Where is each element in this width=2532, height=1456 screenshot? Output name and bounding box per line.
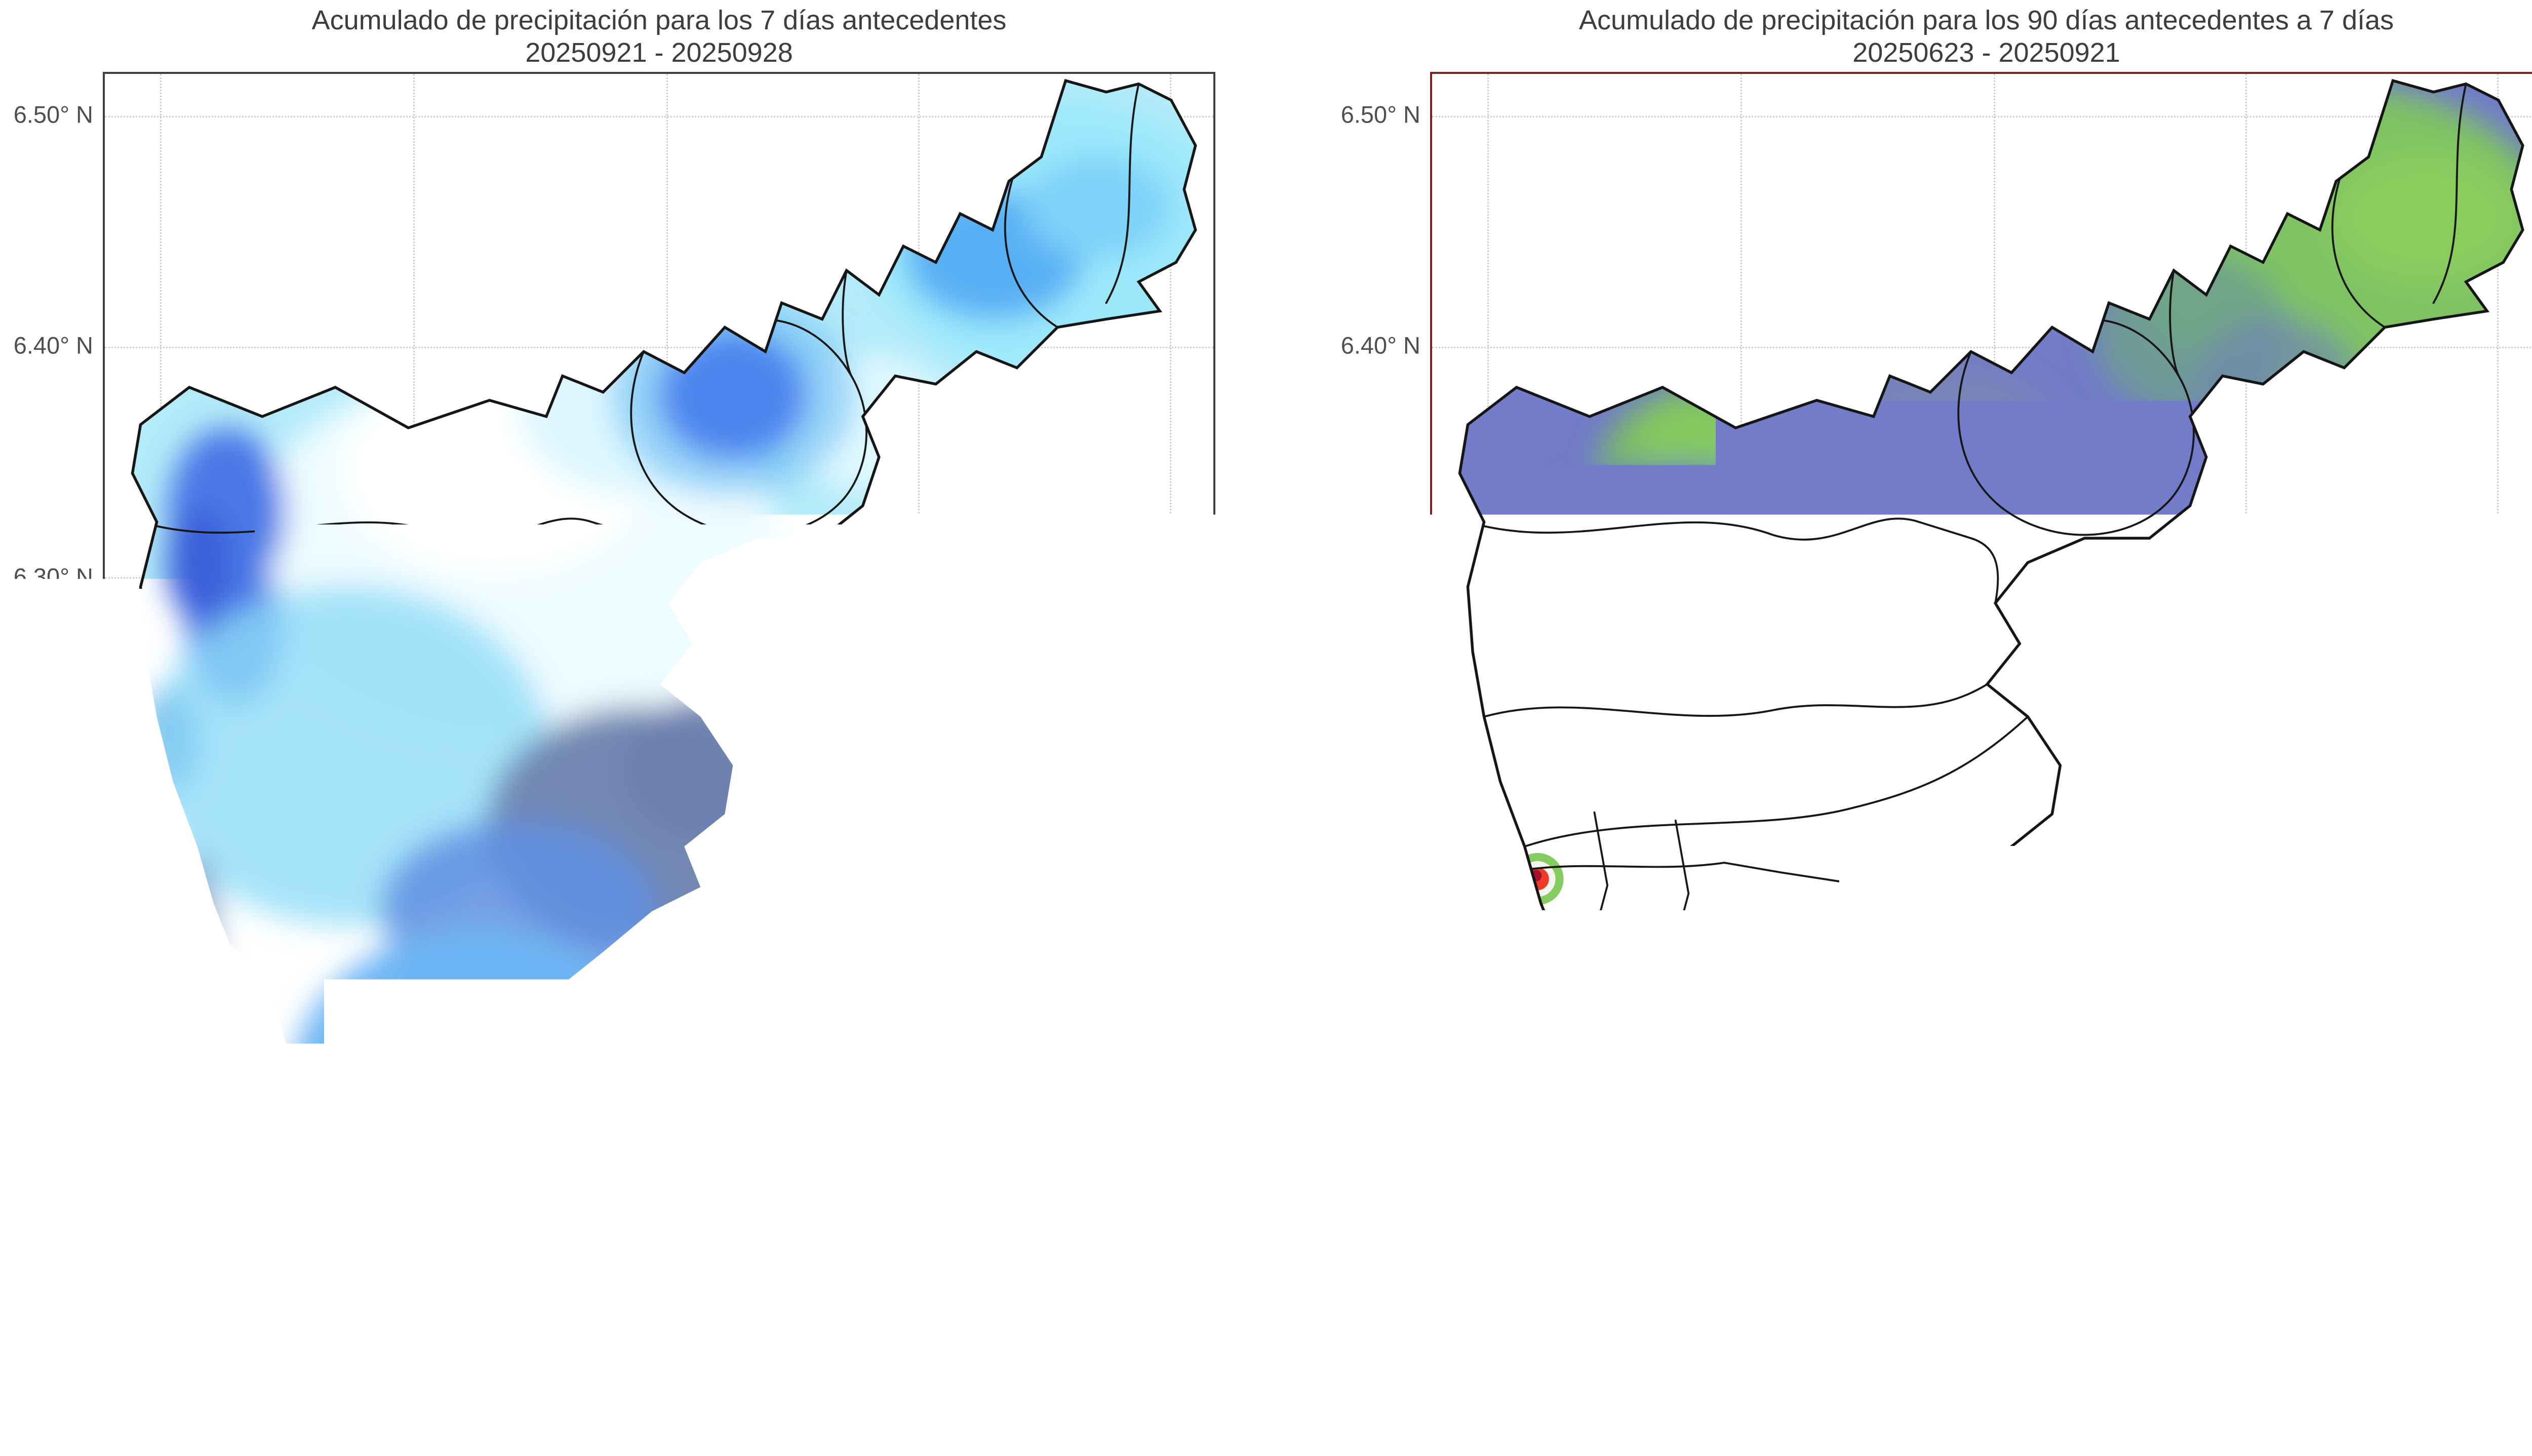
colorbar-label-right: Acumulado Precipitación [mm] (1430, 1408, 2532, 1444)
y-tick-label: 6.00° N (1327, 1253, 1420, 1281)
y-axis-right: 6.50° N 6.40° N 6.30° N 6.20° N 6.10° N … (1327, 72, 1420, 1272)
colorbar-arrow-left (1435, 1328, 1469, 1366)
colorbar-tick-label: 1000 (2475, 1374, 2528, 1402)
panel-90-days: Acumulado de precipitación para los 90 d… (1327, 0, 2532, 1456)
colorbar-tick-label: 80 (423, 1374, 450, 1402)
x-tick-label: 75.30° W (2449, 1281, 2532, 1309)
colorbar-label-left: Acumulado Precipitación [mm] (103, 1408, 1215, 1444)
title-line2: 20250921 - 20250928 (103, 36, 1215, 69)
colorbar-tick-label: 200 (1655, 1374, 1695, 1402)
x-tick-label: 75.70° W (109, 1281, 207, 1309)
plot-area-90-days (1430, 72, 2532, 1272)
title-line1: Acumulado de precipitación para los 7 dí… (103, 4, 1215, 36)
colorbar-tick-label: 400 (1862, 1374, 1902, 1402)
x-tick-label: 75.30° W (1122, 1281, 1220, 1309)
colorbar-tick-label: 200 (859, 1374, 899, 1402)
y-tick-label: 6.00° N (0, 1253, 93, 1281)
colorbar-tick-label: 10 (166, 1374, 192, 1402)
x-tick-label: 75.50° W (1945, 1281, 2043, 1309)
colorbar-tick-label: 800 (2275, 1374, 2314, 1402)
y-tick-label: 6.50° N (0, 100, 93, 128)
colorbar-tick-label: 100 (491, 1374, 530, 1402)
colorbar-tick-label: 300 (1759, 1374, 1798, 1402)
colorbar-7-days (107, 1328, 1210, 1366)
x-tick-label: 75.70° W (1436, 1281, 1534, 1309)
colorbar-gradient (142, 1328, 1176, 1366)
colorbar-ticks-left: 0 10 20 40 60 80 100 120 140 160 180 200… (142, 1374, 1174, 1400)
title-line2: 20250623 - 20250921 (1430, 36, 2532, 69)
y-tick-label: 6.40° N (0, 332, 93, 359)
y-tick-label: 6.50° N (1327, 100, 1420, 128)
colorbar-90-days (1435, 1328, 2532, 1366)
colorbar-tick-label: 280 (1154, 1374, 1194, 1402)
plot-area-7-days (103, 72, 1215, 1272)
panel-7-days: Acumulado de precipitación para los 7 dí… (0, 0, 1227, 1456)
colorbar-tick-label: 160 (711, 1374, 751, 1402)
x-axis-right: 75.70° W 75.60° W 75.50° W 75.40° W 75.3… (1430, 1281, 2532, 1310)
y-tick-label: 6.30° N (1327, 563, 1420, 591)
colorbar-tick-label: 60 (350, 1374, 376, 1402)
x-tick-label: 75.50° W (617, 1281, 716, 1309)
colorbar-arrow-right (1176, 1328, 1210, 1366)
y-tick-label: 6.10° N (0, 1024, 93, 1052)
x-tick-label: 75.40° W (2197, 1281, 2296, 1309)
precipitation-hotspot (1512, 853, 1564, 905)
precipitation-field (1448, 86, 2532, 1261)
title-line1: Acumulado de precipitación para los 90 d… (1430, 4, 2532, 36)
colorbar-tick-label: 900 (2378, 1374, 2418, 1402)
colorbar-tick-label: 0 (135, 1374, 148, 1402)
colorbar-arrow-left (107, 1328, 142, 1366)
y-axis-left: 6.50° N 6.40° N 6.30° N 6.20° N 6.10° N … (0, 72, 93, 1272)
y-tick-label: 6.20° N (0, 793, 93, 821)
panel-title-left: Acumulado de precipitación para los 7 dí… (103, 4, 1215, 69)
colorbar-tick-label: 100 (1553, 1374, 1592, 1402)
colorbar-tick-label: 40 (276, 1374, 302, 1402)
precipitation-map-7-days (105, 74, 1213, 1270)
colorbar-tick-label: 240 (1007, 1374, 1046, 1402)
colorbar-tick-label: 20 (202, 1374, 228, 1402)
colorbar-tick-label: 700 (2171, 1374, 2211, 1402)
y-tick-label: 6.10° N (1327, 1024, 1420, 1052)
y-tick-label: 6.40° N (1327, 332, 1420, 359)
precipitation-map-90-days (1432, 74, 2532, 1270)
colorbar-ticks-right: 0 100 200 300 400 500 600 700 800 900 10… (1469, 1374, 2501, 1400)
colorbar-tick-label: 600 (2069, 1374, 2108, 1402)
colorbar-tick-label: 120 (564, 1374, 604, 1402)
y-tick-label: 6.30° N (0, 563, 93, 591)
x-axis-left: 75.70° W 75.60° W 75.50° W 75.40° W 75.3… (103, 1281, 1215, 1310)
colorbar-tick-label: 0 (1462, 1374, 1476, 1402)
y-tick-label: 6.20° N (1327, 793, 1420, 821)
x-tick-label: 75.40° W (870, 1281, 968, 1309)
figure: Acumulado de precipitación para los 7 dí… (0, 0, 2532, 1456)
x-tick-label: 75.60° W (363, 1281, 461, 1309)
panel-title-right: Acumulado de precipitación para los 90 d… (1430, 4, 2532, 69)
x-tick-label: 75.60° W (1690, 1281, 1789, 1309)
colorbar-gradient (1469, 1328, 2503, 1366)
colorbar-tick-label: 180 (785, 1374, 825, 1402)
colorbar-arrow-right (2503, 1328, 2532, 1366)
precipitation-field (141, 99, 1213, 1270)
colorbar-tick-label: 500 (1965, 1374, 2005, 1402)
colorbar-tick-label: 140 (638, 1374, 678, 1402)
